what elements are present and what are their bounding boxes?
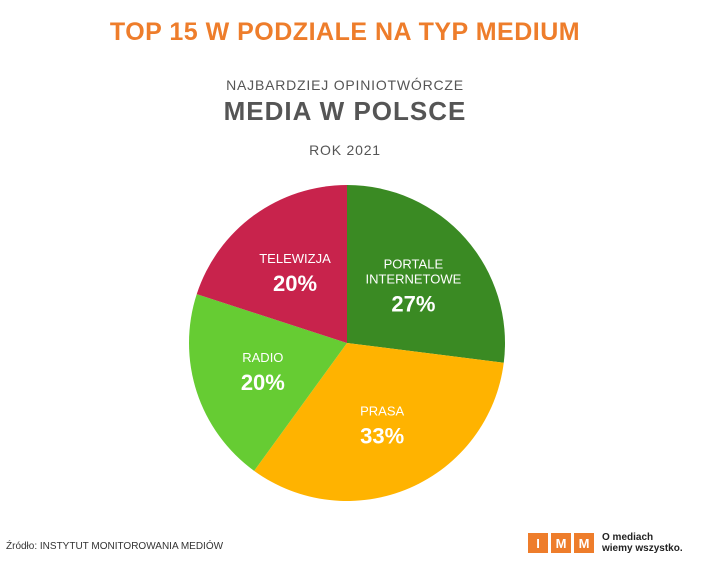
logo-letter-i: I [528,533,548,553]
main-title: TOP 15 W PODZIALE NA TYP MEDIUM [109,18,581,46]
slice-label-1: PRASA 33% [360,404,404,449]
slice-category-label: PORTALE [384,256,444,271]
logo-tagline: O mediach wiemy wszystko. [602,532,683,554]
logo-letter-m1: M [551,533,571,553]
slice-category-label: TELEWIZJA [259,251,331,266]
slice-label-3: TELEWIZJA 20% [259,251,331,296]
slice-category-label: INTERNETOWE [365,271,461,286]
pie-slice-2 [189,294,347,471]
pie-slice-3 [196,185,347,343]
slice-label-2: RADIO 20% [241,350,285,395]
pie-slice-1 [254,343,504,501]
pie-slice-0 [347,185,505,363]
slice-value-label: 33% [360,424,404,449]
chart-subtitle: MEDIA W POLSCE [223,96,467,126]
slice-value-label: 27% [391,291,435,316]
imm-logo: I M M O mediach wiemy wszystko. [528,532,683,554]
slice-value-label: 20% [273,271,317,296]
slice-category-label: RADIO [242,350,283,365]
logo-tagline-line-2: wiemy wszystko. [602,543,683,554]
chart-year: ROK 2021 [309,142,381,158]
slice-category-label: PRASA [360,404,404,419]
chart-supertitle: NAJBARDZIEJ OPINIOTWÓRCZE [226,77,464,93]
slice-value-label: 20% [241,370,285,395]
logo-tagline-line-1: O mediach [602,532,654,543]
logo-letter-m2: M [574,533,594,553]
source-note: Źródło: INSTYTUT MONITOROWANIA MEDIÓW [6,541,224,552]
